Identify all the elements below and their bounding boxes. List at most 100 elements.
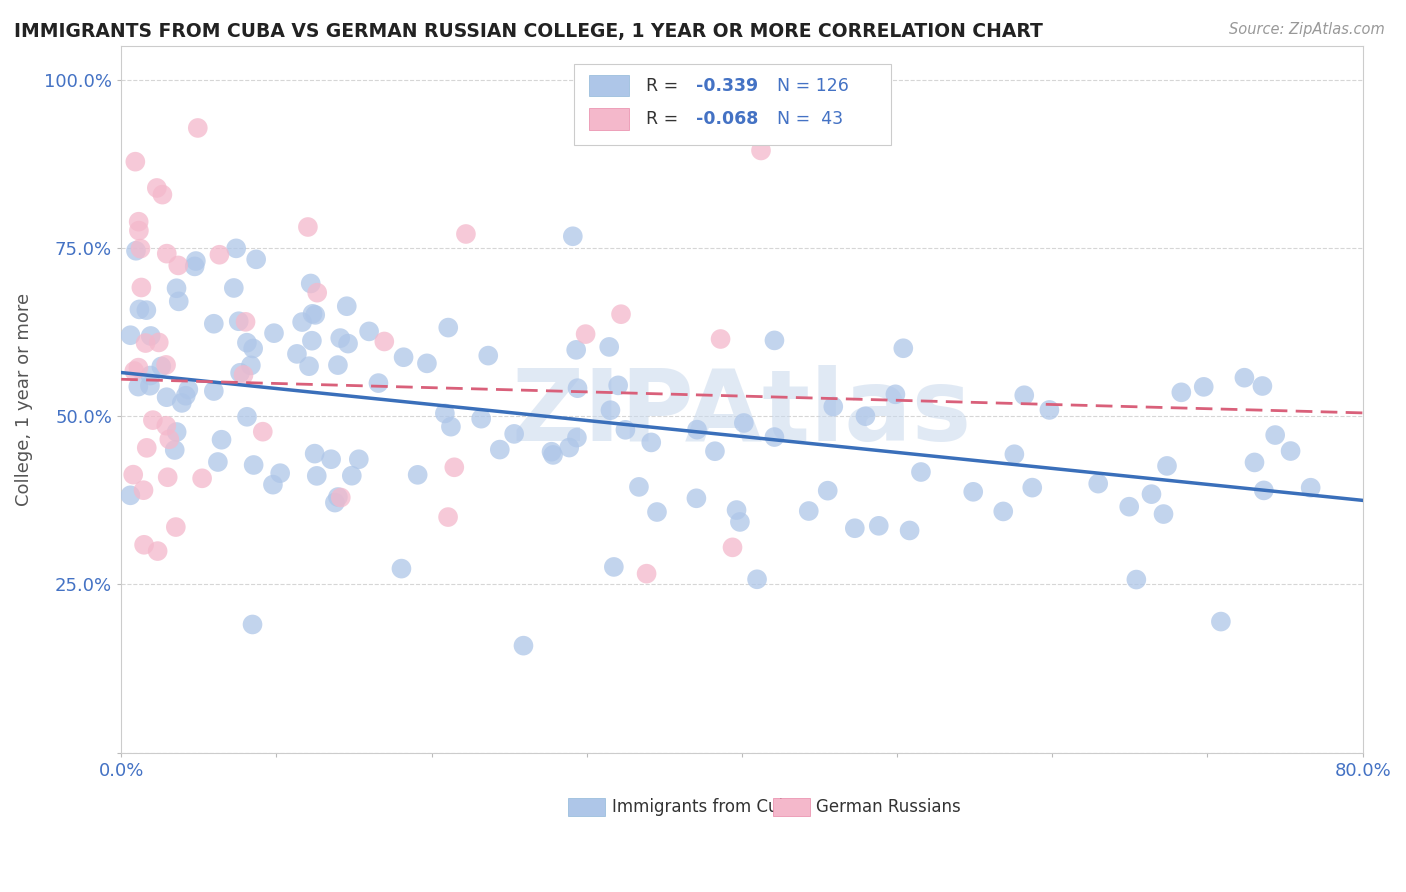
Point [163,442,186,457]
Point [910,465,932,479]
Point [636,566,658,581]
Point [167,259,190,273]
Point [406,467,429,482]
Point [124,154,146,169]
Point [1140,487,1163,501]
Point [252,425,274,439]
Point [373,334,395,349]
Point [166,281,188,295]
Point [229,366,252,380]
Point [211,433,233,447]
Point [558,441,581,455]
Point [728,515,751,529]
Point [269,466,291,480]
Point [132,538,155,552]
Point [135,336,157,351]
Point [512,639,534,653]
Point [225,241,247,255]
Point [301,307,323,321]
Point [174,389,197,403]
Point [416,356,439,370]
Text: -0.339: -0.339 [696,77,758,95]
Point [139,329,162,343]
FancyBboxPatch shape [574,64,891,145]
Point [135,441,157,455]
Point [129,242,152,256]
Point [477,349,499,363]
Point [1243,455,1265,469]
Point [686,423,709,437]
Point [709,332,731,346]
Point [285,347,308,361]
Point [817,483,839,498]
Point [207,455,229,469]
Point [703,444,725,458]
Point [437,320,460,334]
Point [1038,403,1060,417]
Point [391,561,413,575]
Point [291,315,314,329]
Point [187,120,209,135]
Point [1233,370,1256,384]
Point [242,617,264,632]
Point [326,490,349,504]
Point [245,252,267,267]
Point [139,378,162,392]
Text: Source: ZipAtlas.com: Source: ZipAtlas.com [1229,22,1385,37]
Point [337,336,360,351]
Point [135,303,157,318]
Point [470,411,492,425]
Point [645,505,668,519]
Point [598,340,620,354]
Text: German Russians: German Russians [817,798,962,816]
Point [962,484,984,499]
Point [298,359,321,374]
Point [146,544,169,558]
FancyBboxPatch shape [773,797,810,816]
Point [844,521,866,535]
Point [1118,500,1140,514]
Point [868,518,890,533]
Point [139,368,162,383]
Point [725,503,748,517]
Point [1192,380,1215,394]
Point [170,396,193,410]
Text: ZIPAtlas: ZIPAtlas [512,365,972,462]
Point [191,471,214,485]
Point [749,144,772,158]
Text: IMMIGRANTS FROM CUBA VS GERMAN RUSSIAN COLLEGE, 1 YEAR OR MORE CORRELATION CHART: IMMIGRANTS FROM CUBA VS GERMAN RUSSIAN C… [14,22,1043,41]
Y-axis label: College, 1 year or more: College, 1 year or more [15,293,32,506]
Point [242,342,264,356]
Point [155,390,177,404]
Point [1251,379,1274,393]
Text: N = 126: N = 126 [776,77,848,95]
Point [561,229,583,244]
Point [305,468,328,483]
Point [156,470,179,484]
Point [367,376,389,390]
Point [131,280,153,294]
Point [152,187,174,202]
Point [128,215,150,229]
Point [565,343,588,357]
Point [610,307,633,321]
Point [297,219,319,234]
Point [239,359,262,373]
Point [202,384,225,398]
Point [236,335,259,350]
Point [336,299,359,313]
Point [1002,447,1025,461]
Point [565,431,588,445]
Point [993,504,1015,518]
Point [127,360,149,375]
Point [128,224,150,238]
Point [763,430,786,444]
Point [235,315,257,329]
Point [156,246,179,260]
Point [122,467,145,482]
Point [329,491,352,505]
Point [155,418,177,433]
Point [721,541,744,555]
Point [640,435,662,450]
Point [1087,476,1109,491]
